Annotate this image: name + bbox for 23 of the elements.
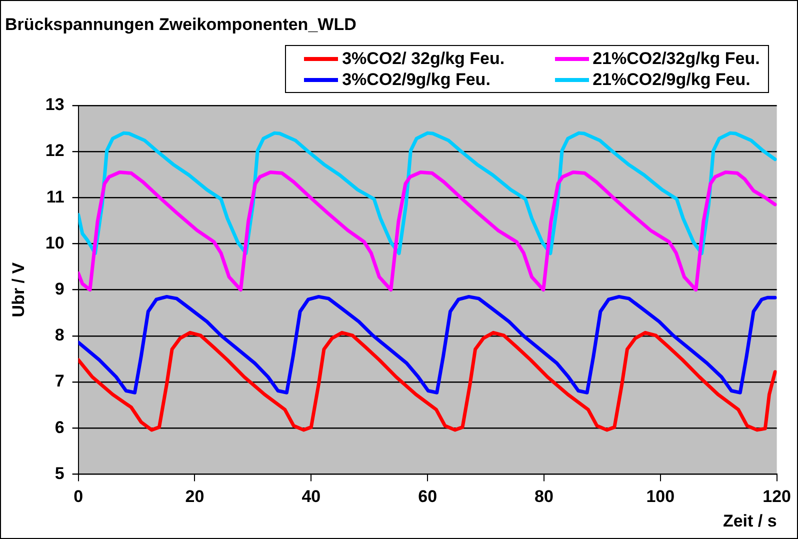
x-tick-label: 20 [185, 487, 204, 506]
y-tick-label: 7 [54, 372, 64, 391]
x-tick-label: 60 [418, 487, 438, 506]
x-tick-label: 80 [534, 487, 554, 506]
y-tick-label: 10 [45, 233, 64, 252]
x-tick-label: 100 [646, 487, 675, 506]
y-tick-label: 12 [45, 141, 64, 160]
x-tick-label: 40 [302, 487, 321, 506]
y-tick-label: 8 [54, 326, 64, 345]
y-tick-label: 6 [54, 418, 64, 437]
y-tick-label: 13 [45, 95, 64, 114]
y-axis-title: Ubr / V [8, 262, 28, 318]
y-tick-label: 9 [54, 279, 64, 298]
x-tick-label: 0 [74, 487, 84, 506]
legend-label: 21%CO2/32g/kg Feu. [592, 48, 760, 70]
x-axis-title: Zeit / s [722, 511, 777, 530]
legend-label: 21%CO2/9g/kg Feu. [592, 69, 750, 90]
chart-title: Brückspannungen Zweikomponenten_WLD [5, 14, 356, 34]
y-tick-label: 11 [46, 187, 64, 206]
x-tick-label: 120 [762, 487, 792, 506]
legend-label: 3%CO2/ 32g/kg Feu. [342, 48, 505, 70]
y-tick-label: 5 [54, 464, 64, 483]
legend-label: 3%CO2/9g/kg Feu. [342, 69, 490, 90]
